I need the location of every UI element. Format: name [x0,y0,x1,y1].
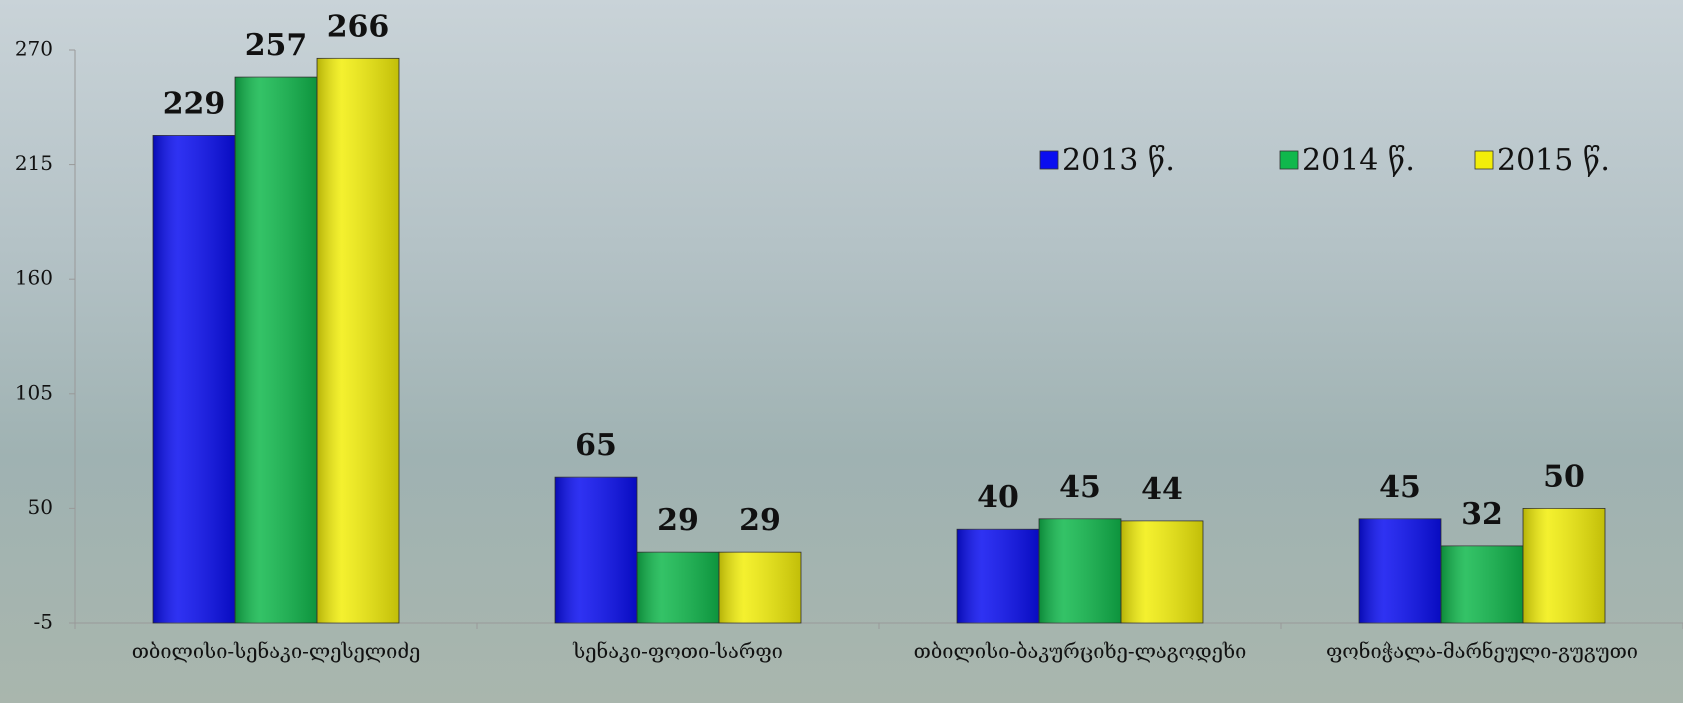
bar [1522,507,1606,624]
legend-swatch [1039,150,1059,170]
data-label: 266 [327,9,390,44]
bar [956,528,1040,624]
bar [1038,518,1122,624]
data-label: 29 [739,503,781,538]
y-tick-label: 270 [15,37,53,61]
data-label: 229 [163,86,226,121]
data-label: 32 [1461,497,1503,532]
bar [1358,518,1442,624]
y-tick-label: -5 [34,610,53,634]
data-label: 29 [657,503,699,538]
bar [152,135,236,624]
data-label: 65 [575,428,617,463]
y-tick-label: 50 [28,495,53,519]
data-label: 257 [245,28,308,63]
legend-label: 2015 წ. [1497,143,1610,178]
data-label: 44 [1141,472,1183,507]
legend-label: 2014 წ. [1302,143,1415,178]
bar [1120,520,1204,624]
bar [316,57,400,624]
legend-label: 2013 წ. [1062,143,1175,178]
y-tick-label: 215 [15,151,53,175]
bar [718,551,802,624]
bar [554,476,638,624]
data-label: 50 [1543,459,1585,494]
x-tick-label: თბილისი-სენაკი-ლესელიძე [131,639,421,663]
x-tick-label: სენაკი-ფოთი-სარფი [573,639,783,663]
legend-swatch [1279,150,1299,170]
bar [636,551,720,624]
x-tick-label: თბილისი-ბაკურციხე-ლაგოდეხი [913,639,1247,663]
bar [234,76,318,624]
y-tick-label: 105 [15,380,53,404]
data-label: 45 [1379,470,1421,505]
data-label: 40 [977,480,1019,515]
y-tick-label: 160 [15,266,53,290]
data-label: 45 [1059,470,1101,505]
bar [1440,545,1524,624]
legend-swatch [1474,150,1494,170]
x-tick-label: ფონიჭალა-მარნეული-გუგუთი [1325,639,1638,663]
